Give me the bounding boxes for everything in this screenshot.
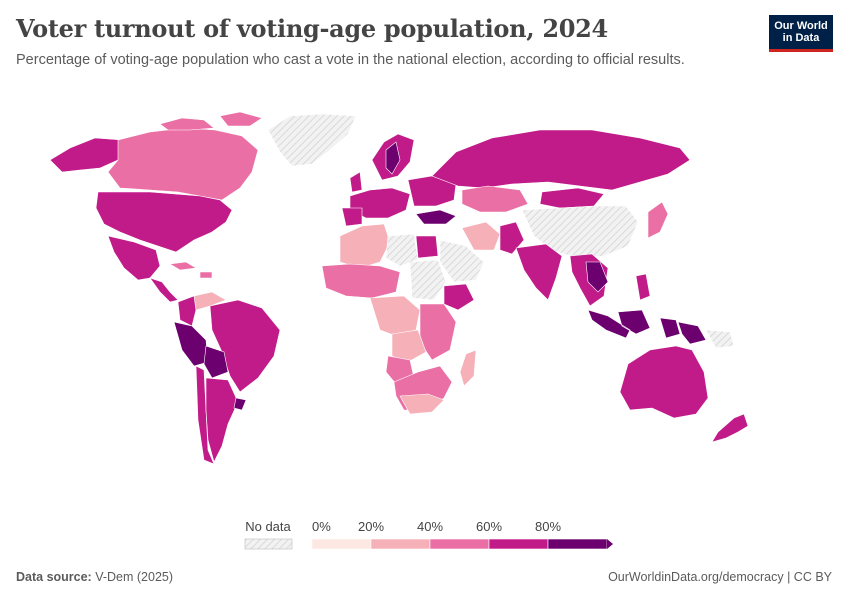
region-argentina[interactable] [205,377,239,463]
logo-line-2: in Data [782,32,820,44]
legend-bin-swatch [547,538,608,550]
region-papua[interactable] [677,321,707,345]
region-ethiopia[interactable] [443,283,475,311]
legend-arrow-tip [607,539,613,549]
region-sweden[interactable] [385,141,401,175]
logo-line-1: Our World [774,20,828,32]
source-url[interactable]: OurWorldinData.org/democracy | CC BY [608,570,832,584]
region-uruguay[interactable] [233,397,247,411]
region-new-zealand[interactable] [711,413,749,443]
legend-bin-label: 20% [358,519,384,534]
legend-bin-label: 40% [417,519,443,534]
legend-bin-swatch [488,538,549,550]
region-arabia[interactable] [439,239,485,283]
region-alaska[interactable] [49,137,123,173]
legend-bin-label: 60% [476,519,502,534]
region-mongolia[interactable] [539,187,605,209]
region-indonesia[interactable] [587,309,681,339]
chart-title: Voter turnout of voting-age population, … [16,14,608,43]
region-usa[interactable] [95,191,233,253]
world-map[interactable] [0,100,850,510]
legend-bin-swatch [429,538,490,550]
region-png[interactable] [705,329,735,349]
region-drc[interactable] [391,329,427,363]
region-greenland[interactable] [267,113,357,167]
legend-bin-label: 0% [312,519,331,534]
legend-no-data-swatch [244,538,293,550]
region-russia[interactable] [431,129,691,191]
region-central-america[interactable] [149,277,179,303]
data-source-value[interactable]: V-Dem (2025) [95,570,174,584]
region-thailand-cambodia[interactable] [585,261,609,293]
region-north-africa[interactable] [339,223,391,269]
region-libya[interactable] [385,233,419,267]
region-peru[interactable] [173,321,209,367]
legend-no-data-label: No data [245,519,291,534]
legend-bin-label: 80% [535,519,561,534]
region-madagascar[interactable] [459,349,477,387]
region-india[interactable] [515,243,563,301]
region-kazakhstan[interactable] [461,185,529,213]
region-central-africa[interactable] [369,295,421,337]
region-egypt[interactable] [415,235,439,259]
region-canada[interactable] [107,127,259,201]
region-colombia[interactable] [177,295,197,327]
region-japan-korea[interactable] [647,201,669,239]
owid-logo[interactable]: Our World in Data [769,15,833,52]
region-australia[interactable] [619,345,709,419]
legend-bins: 0% 20% 40% 60% 80% [311,519,613,550]
region-chile[interactable] [195,365,215,465]
data-source: Data source: V-Dem (2025) [16,570,173,584]
region-arctic-islands[interactable] [159,111,263,131]
region-sudan[interactable] [409,259,447,301]
region-brazil[interactable] [209,299,281,393]
region-south-africa[interactable] [399,393,445,415]
legend-bin-swatch [311,538,372,550]
region-pakistan[interactable] [499,221,525,255]
region-caribbean[interactable] [169,261,213,279]
region-iran[interactable] [461,221,501,251]
legend-bin-swatch [370,538,431,550]
region-sahel[interactable] [321,263,401,299]
chart-subtitle: Percentage of voting-age population who … [16,52,685,68]
region-iberia[interactable] [341,207,363,227]
region-turkey[interactable] [415,209,457,225]
region-uk[interactable] [349,171,363,193]
region-bolivia[interactable] [203,345,229,379]
data-source-label: Data source: [16,570,92,584]
region-philippines[interactable] [635,273,651,301]
